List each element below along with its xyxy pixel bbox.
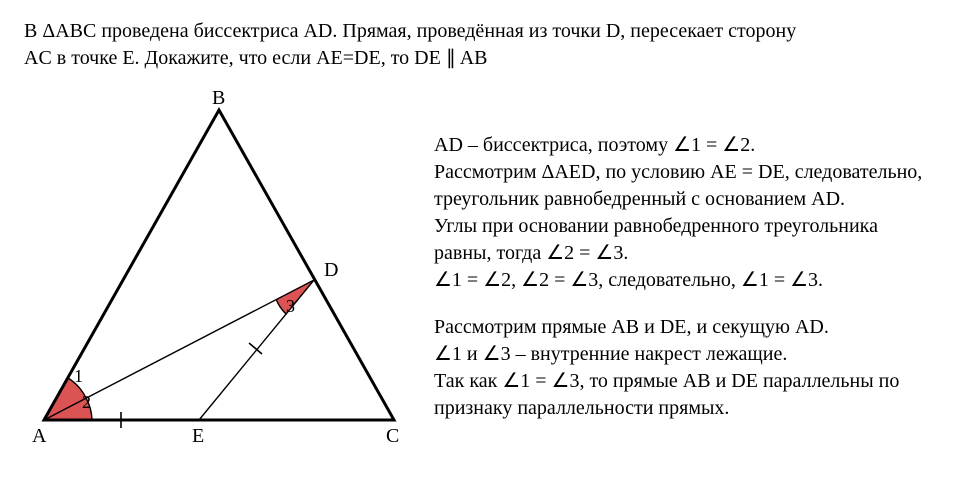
label-b: B <box>212 87 225 109</box>
proof-line: равны, тогда ∠2 = ∠3. <box>434 240 938 267</box>
proof-line: AD – биссектриса, поэтому ∠1 = ∠2. <box>434 132 938 159</box>
problem-statement: В ΔABC проведена биссектриса AD. Прямая,… <box>24 18 938 72</box>
triangle-abc <box>44 110 394 420</box>
problem-line: AC в точке E. Докажите, что если AE=DE, … <box>24 45 938 72</box>
paragraph-gap <box>434 294 938 314</box>
proof-line: Так как ∠1 = ∠3, то прямые AB и DE парал… <box>434 368 938 395</box>
problem-line: В ΔABC проведена биссектриса AD. Прямая,… <box>24 18 938 45</box>
proof-line: Углы при основании равнобедренного треуг… <box>434 213 938 240</box>
proof-line: Рассмотрим прямые AB и DE, и секущую AD. <box>434 314 938 341</box>
triangle-figure: A B C D E 1 2 3 <box>24 80 404 470</box>
label-a: A <box>32 425 47 447</box>
proof-line: признаку параллельности прямых. <box>434 395 938 422</box>
angle-label-2: 2 <box>82 392 91 412</box>
proof-line: Рассмотрим ΔAED, по условию AE = DE, сле… <box>434 159 938 186</box>
angle-label-1: 1 <box>74 366 83 386</box>
proof-line: ∠1 = ∠2, ∠2 = ∠3, следовательно, ∠1 = ∠3… <box>434 267 938 294</box>
angle-label-3: 3 <box>286 296 295 316</box>
proof-text: AD – биссектриса, поэтому ∠1 = ∠2. Рассм… <box>434 80 938 422</box>
label-d: D <box>324 259 338 281</box>
proof-line: треугольник равнобедренный с основанием … <box>434 186 938 213</box>
label-e: E <box>192 425 204 447</box>
label-c: C <box>386 425 399 447</box>
content-row: A B C D E 1 2 3 AD – биссектриса, поэтом… <box>24 80 938 470</box>
proof-line: ∠1 и ∠3 – внутренние накрест лежащие. <box>434 341 938 368</box>
